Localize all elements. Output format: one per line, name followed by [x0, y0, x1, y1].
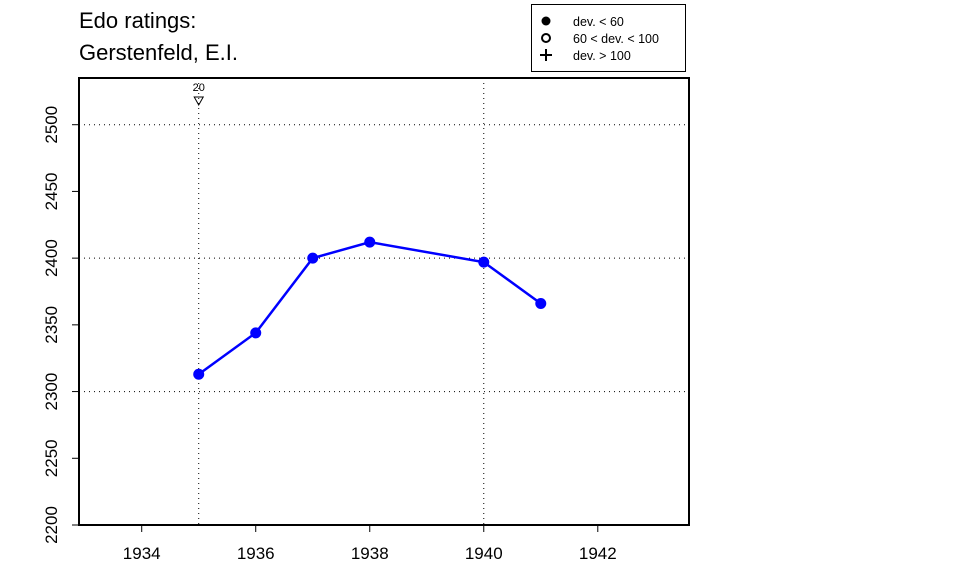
series-line	[197, 240, 542, 376]
x-tick-label: 1938	[351, 544, 389, 563]
legend-label-high-dev: dev. > 100	[573, 49, 631, 63]
annotation-label: 20	[193, 82, 205, 94]
chart-title-line-1: Edo ratings:	[79, 8, 197, 33]
y-tick-label: 2400	[42, 239, 61, 277]
chart-title-line-2: Gerstenfeld, E.I.	[79, 40, 238, 65]
plus-icon	[540, 49, 552, 61]
legend-item-high-dev: dev. > 100	[532, 48, 685, 64]
data-point	[307, 252, 319, 264]
plot-frame	[78, 77, 690, 526]
open-circle-icon	[541, 33, 551, 43]
data-point	[250, 327, 262, 339]
x-tick-label: 1934	[123, 544, 161, 563]
y-tick-label: 2250	[42, 439, 61, 477]
legend: dev. < 60 60 < dev. < 100 dev. > 100	[531, 4, 686, 72]
data-point	[364, 236, 376, 248]
x-tick-label: 1940	[465, 544, 503, 563]
y-tick-label: 2450	[42, 173, 61, 211]
y-tick-label: 2350	[42, 306, 61, 344]
data-point	[535, 298, 547, 310]
y-tick-label: 2500	[42, 106, 61, 144]
legend-item-low-dev: dev. < 60	[532, 14, 685, 30]
y-tick-label: 2200	[42, 506, 61, 544]
data-point	[193, 368, 205, 380]
legend-item-mid-dev: 60 < dev. < 100	[532, 31, 685, 47]
legend-label-low-dev: dev. < 60	[573, 15, 624, 29]
x-tick-label: 1936	[237, 544, 275, 563]
legend-label-mid-dev: 60 < dev. < 100	[573, 32, 659, 46]
x-tick-label: 1942	[579, 544, 617, 563]
triangle-down-icon	[193, 96, 205, 107]
data-point	[478, 256, 490, 268]
filled-circle-icon	[541, 16, 551, 26]
y-tick-label: 2300	[42, 373, 61, 411]
